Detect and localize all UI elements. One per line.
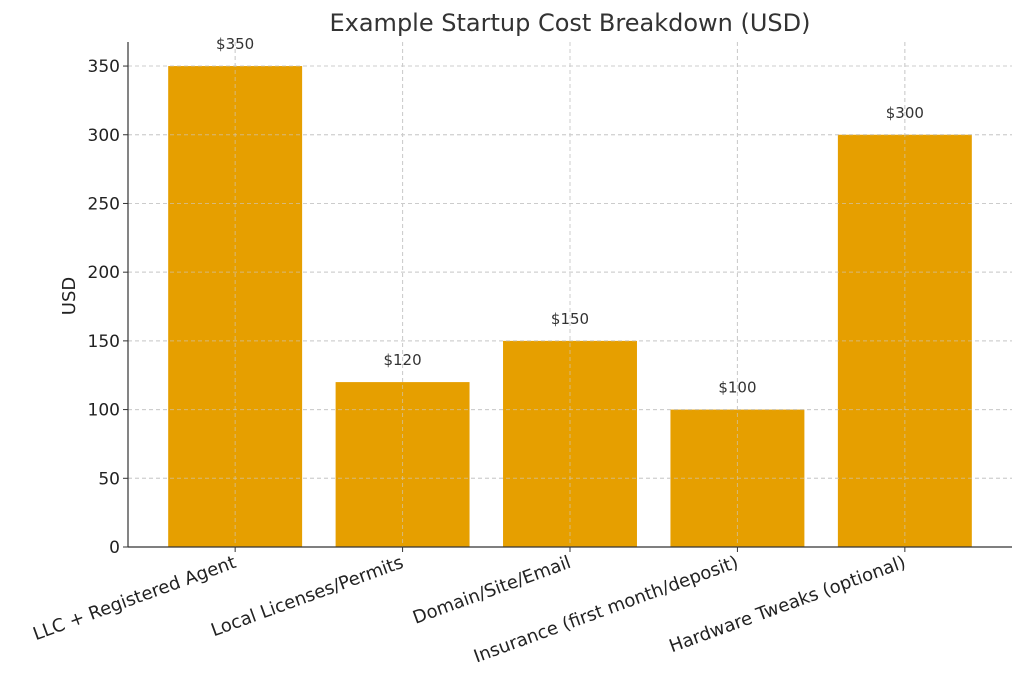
bar-value-label: $100 — [718, 379, 756, 397]
bar — [168, 66, 303, 548]
y-axis-ticks: 0 50 100 150 200 250 300 350 — [88, 57, 128, 558]
bar-value-label: $350 — [216, 35, 254, 53]
y-tick-label: 300 — [88, 126, 120, 146]
y-tick-label: 150 — [88, 332, 120, 352]
bars — [128, 42, 1012, 548]
y-tick-label: 0 — [109, 538, 120, 558]
bar-value-label: $120 — [383, 351, 421, 369]
y-tick-label: 350 — [88, 57, 120, 77]
x-tick-label: Insurance (first month/deposit) — [471, 552, 741, 667]
bar-value-label: $150 — [551, 310, 589, 328]
chart-title: Example Startup Cost Breakdown (USD) — [329, 9, 810, 37]
x-tick-label: Domain/Site/Email — [410, 552, 574, 629]
x-tick-label: Local Licenses/Permits — [208, 552, 406, 641]
y-axis-label: USD — [59, 277, 80, 315]
x-tick-label: LLC + Registered Agent — [30, 552, 239, 645]
bar-value-labels: $350 $120 $150 $100 $300 — [216, 35, 924, 397]
y-tick-label: 250 — [88, 194, 120, 214]
y-tick-label: 100 — [88, 401, 120, 421]
y-tick-label: 200 — [88, 263, 120, 283]
bar-value-label: $300 — [886, 104, 924, 122]
y-tick-label: 50 — [98, 469, 120, 489]
